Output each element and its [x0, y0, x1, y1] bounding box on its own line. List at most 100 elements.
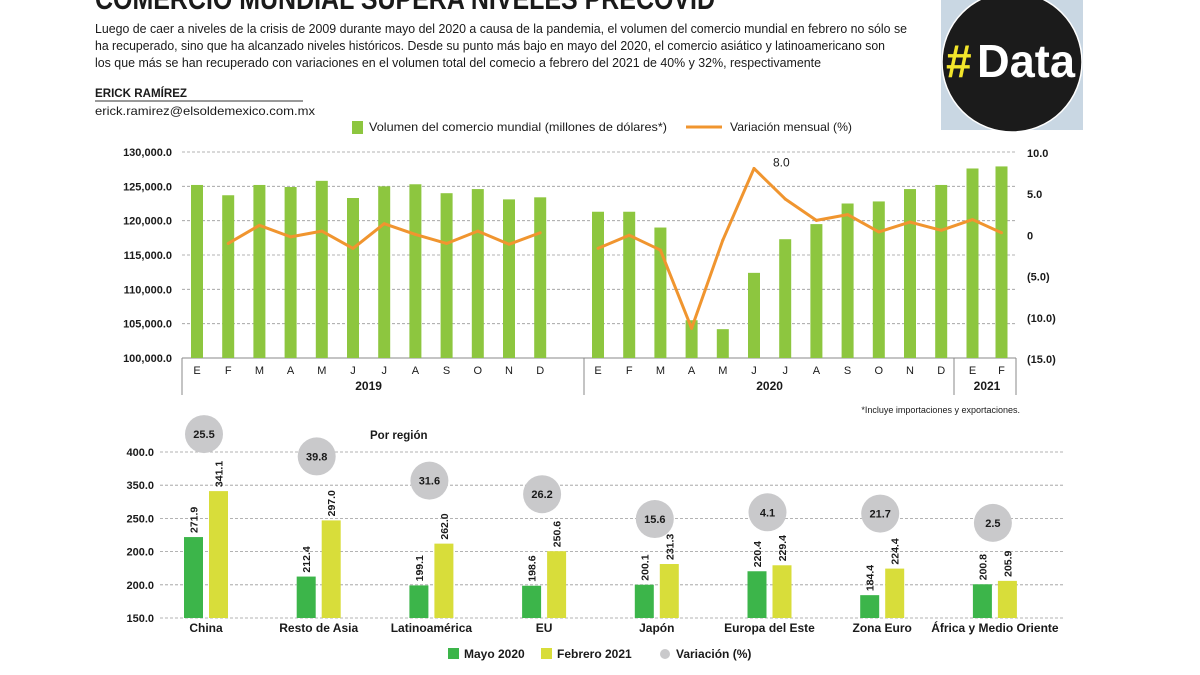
volume-bar: [623, 211, 636, 358]
legend-may-swatch: [448, 648, 459, 659]
legend-feb-label: Febrero 2021: [557, 647, 632, 661]
variation-point: [351, 246, 355, 250]
may-2020-bar: [972, 584, 992, 618]
month-label: N: [906, 365, 914, 377]
month-label: A: [412, 365, 420, 377]
right-axis-tick: 0: [1027, 230, 1033, 242]
month-label: E: [969, 365, 976, 377]
right-axis-tick: (15.0): [1027, 354, 1056, 366]
region-chart: 400.0 350.0 250.0 200.0 200.0 150.0 China 271.9…: [126, 415, 1065, 635]
right-axis-tick: (5.0): [1027, 272, 1050, 284]
bar-value-label: 200.8: [977, 554, 989, 580]
year-label: 2019: [355, 379, 382, 393]
month-label: S: [844, 365, 851, 377]
variation-circle: [973, 503, 1012, 542]
bar-value-label: 220.4: [752, 541, 764, 567]
volume-bar: [315, 180, 328, 358]
month-label: D: [937, 365, 945, 377]
left-axis-tick: 120,000.0: [123, 216, 172, 228]
data-logo: # Data: [941, 0, 1083, 133]
page-title: COMERCIO MUNDIAL SUPERA NIVELES PRECOVID: [95, 0, 715, 16]
variation-point: [538, 231, 542, 235]
region-label: Japón: [639, 621, 674, 635]
year-label: 2021: [974, 379, 1001, 393]
y-axis-tick: 400.0: [126, 447, 154, 459]
may-2020-bar: [634, 584, 654, 618]
variation-point: [257, 223, 261, 227]
feb-2021-bar: [997, 580, 1017, 618]
legend-variation-dot: [660, 649, 670, 659]
legend-volume-swatch: [352, 121, 363, 134]
month-label: F: [225, 365, 232, 377]
variation-value: 39.8: [306, 451, 327, 463]
intro-line-3: los que más se han recuperado con variac…: [95, 55, 821, 70]
month-label: D: [536, 365, 544, 377]
volume-bar: [841, 203, 854, 358]
feb-2021-bar: [772, 565, 792, 618]
variation-point: [476, 229, 480, 233]
peak-annotation: 8.0: [773, 155, 790, 169]
variation-line: [597, 166, 1003, 330]
bar-value-label: 262.0: [439, 513, 451, 539]
legend-feb-swatch: [541, 648, 552, 659]
may-2020-bar: [296, 576, 316, 618]
volume-bar: [685, 320, 698, 358]
variation-point: [658, 248, 662, 252]
month-label: A: [813, 365, 821, 377]
variation-value: 26.2: [531, 489, 552, 501]
region-label: África y Medio Oriente: [931, 620, 1059, 635]
feb-2021-bar: [434, 543, 454, 618]
variation-value: 25.5: [193, 429, 214, 441]
volume-bar: [347, 198, 359, 358]
variation-point: [382, 222, 386, 226]
bar-value-label: 199.1: [414, 555, 426, 581]
bar-value-label: 250.6: [552, 521, 564, 547]
volume-bar: [409, 184, 422, 358]
volume-bar: [935, 184, 948, 358]
left-axis-tick: 130,000.0: [123, 147, 172, 159]
left-axis-tick: 125,000.0: [123, 181, 172, 193]
month-label: O: [875, 365, 884, 377]
bar-value-label: 271.9: [189, 507, 201, 533]
right-axis-tick: 10.0: [1027, 148, 1048, 160]
month-label: O: [474, 365, 483, 377]
bar-value-label: 212.4: [301, 546, 313, 572]
variation-point: [783, 197, 787, 201]
intro-line-1: Luego de caer a niveles de la crisis de …: [95, 21, 907, 36]
region-label: Zona Euro: [853, 621, 912, 635]
volume-bar: [779, 239, 792, 358]
y-axis-tick: 150.0: [126, 613, 154, 625]
volume-bar: [440, 193, 453, 358]
may-2020-bar: [184, 537, 203, 618]
right-axis-tick: 5.0: [1027, 189, 1042, 201]
bar-value-label: 184.4: [865, 565, 877, 591]
volume-chart: 130,000.0 125,000.0 120,000.0 115,000.0 110,…: [123, 147, 1056, 395]
variation-point: [627, 233, 631, 237]
volume-bar: [191, 184, 203, 358]
month-label: J: [751, 365, 757, 377]
variation-point: [908, 220, 912, 224]
bar-value-label: 205.9: [1002, 550, 1014, 576]
volume-bar: [534, 197, 547, 358]
variation-point: [690, 326, 694, 330]
bar-value-label: 341.1: [214, 461, 226, 487]
volume-bar: [904, 189, 916, 358]
month-label: M: [718, 365, 727, 377]
footnote: *Incluye importaciones y exportaciones.: [861, 405, 1020, 415]
may-2020-bar: [522, 585, 542, 618]
may-2020-bar: [747, 571, 767, 618]
variation-circle: [297, 437, 336, 476]
bar-value-label: 297.0: [326, 490, 338, 516]
volume-bar: [966, 168, 979, 358]
volume-bar: [872, 201, 885, 358]
feb-2021-bar: [321, 520, 341, 618]
variation-value: 2.5: [985, 518, 1000, 530]
month-label: E: [193, 365, 200, 377]
left-axis-tick: 105,000.0: [123, 319, 172, 331]
y-axis-tick: 200.0: [126, 547, 154, 559]
author-email: erick.ramirez@elsoldemexico.com.mx: [95, 104, 315, 118]
variation-point: [596, 246, 600, 250]
variation-point: [320, 229, 324, 233]
region-chart-title: Por región: [370, 430, 428, 442]
variation-point: [971, 218, 974, 222]
